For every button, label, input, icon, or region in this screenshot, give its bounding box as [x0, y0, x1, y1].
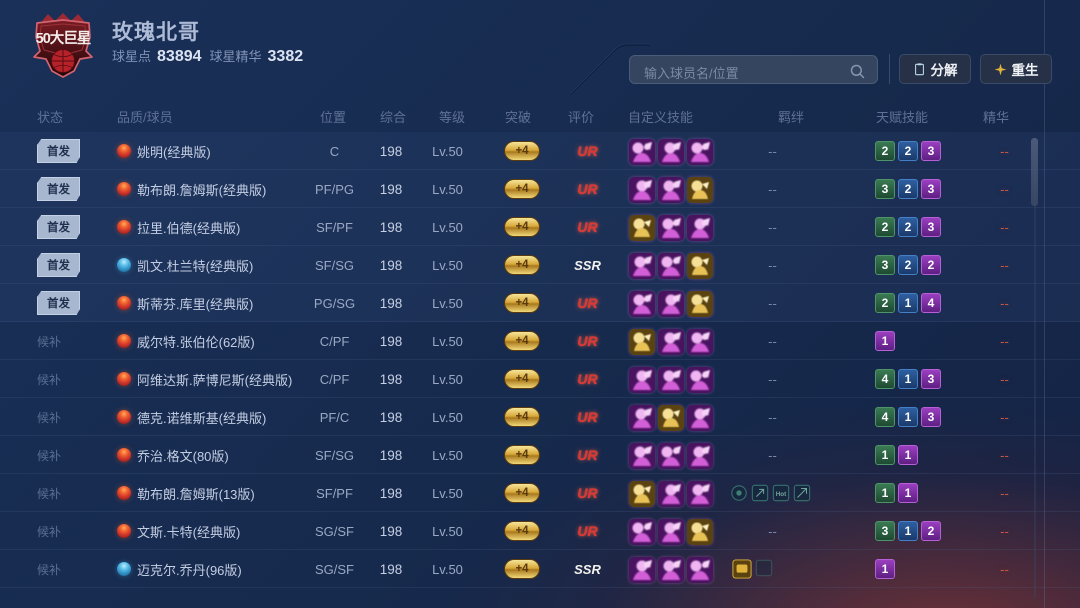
svg-text:Hot: Hot: [776, 491, 787, 498]
svg-text:50大巨星: 50大巨星: [36, 29, 91, 47]
